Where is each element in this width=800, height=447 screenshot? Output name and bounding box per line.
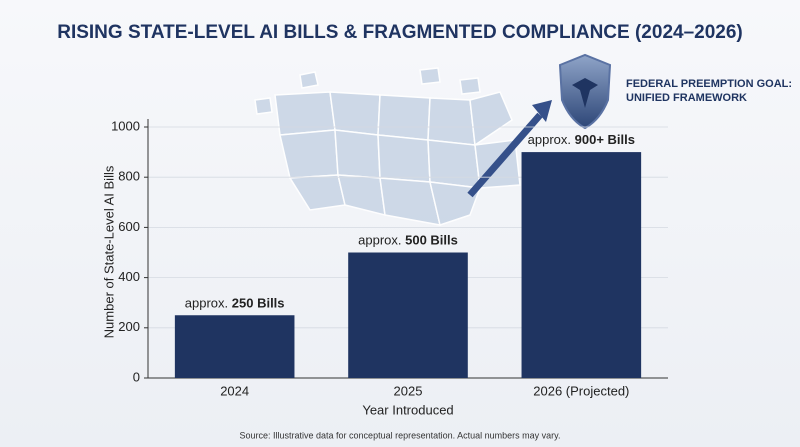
bar (174, 315, 295, 378)
bar (521, 152, 642, 378)
value-label-prefix: approx. (528, 133, 575, 148)
value-label-number: 500 Bills (405, 233, 458, 248)
y-tick-label: 200 (118, 319, 140, 334)
arrow (467, 112, 543, 198)
x-tick-label: 2026 (Projected) (533, 383, 629, 398)
y-tick-label: 800 (118, 169, 140, 184)
value-label-prefix: approx. (185, 296, 232, 311)
y-tick-label: 0 (133, 369, 140, 384)
x-tick-label: 2024 (220, 383, 249, 398)
y-tick-label: 1000 (111, 118, 140, 133)
y-tick-label: 600 (118, 219, 140, 234)
annotation: FEDERAL PREEMPTION GOAL: (626, 78, 792, 90)
chart-title: RISING STATE-LEVEL AI BILLS & FRAGMENTED… (57, 22, 743, 43)
source-note: Source: Illustrative data for conceptual… (240, 430, 561, 440)
bar (348, 252, 468, 378)
value-label-number: 250 Bills (232, 296, 285, 311)
x-tick-label: 2025 (394, 383, 423, 398)
value-label: approx. 250 Bills (185, 296, 285, 311)
value-label-prefix: approx. (358, 233, 405, 248)
value-label: approx. 500 Bills (358, 233, 458, 248)
value-label-number: 900+ Bills (575, 133, 635, 148)
arrow-head (532, 100, 552, 122)
y-tick-label: 400 (118, 269, 140, 284)
annotation: UNIFIED FRAMEWORK (626, 92, 747, 104)
x-axis-label: Year Introduced (362, 402, 453, 417)
eagle-icon (572, 78, 598, 108)
value-label: approx. 900+ Bills (528, 133, 635, 148)
y-axis-label: Number of State-Level AI Bills (101, 165, 116, 338)
